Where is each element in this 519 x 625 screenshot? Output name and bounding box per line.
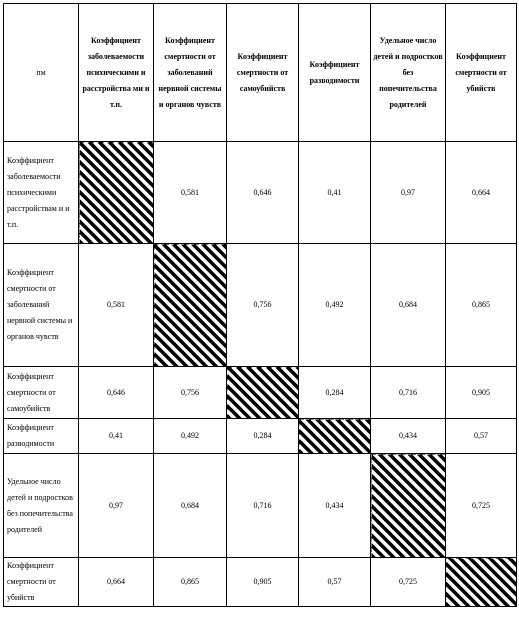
correlation-value-cell: 0,492 [298, 243, 371, 367]
column-header: Коэффициент смертности от самоубийств [226, 3, 299, 142]
table-row: Коэффициент смертности от самоубийств 0,6… [3, 366, 517, 419]
row-header: Коэффициент смертности от самоубийств [3, 366, 79, 419]
correlation-value-cell: 0,284 [298, 366, 371, 419]
correlation-value-cell: 0,57 [445, 418, 517, 454]
correlation-value-cell: 0,725 [445, 453, 517, 558]
correlation-value-cell: 0,756 [153, 366, 227, 419]
correlation-value-cell: 0,284 [226, 418, 299, 454]
diagonal-hatched-cell [298, 418, 371, 454]
column-header: Коэффициент разводимости [298, 3, 371, 142]
column-header: Коэффициент заболеваемости психическими … [78, 3, 154, 142]
diagonal-hatched-cell [226, 366, 299, 419]
correlation-value-cell: 0,684 [153, 453, 227, 558]
correlation-value-cell: 0,41 [298, 141, 371, 244]
correlation-value-cell: 0,756 [226, 243, 299, 367]
column-header: Коэффициент смертности от заболеваний не… [153, 3, 227, 142]
row-header: Коэффициент разводимости [3, 418, 79, 454]
correlation-value-cell: 0,581 [153, 141, 227, 244]
diagonal-hatched-cell [78, 141, 154, 244]
table-row: Коэффициент заболеваемости психическими … [3, 141, 517, 244]
correlation-value-cell: 0,646 [226, 141, 299, 244]
column-header: Удельное число детей и подростков без по… [370, 3, 446, 142]
correlation-value-cell: 0,434 [298, 453, 371, 558]
correlation-value-cell: 0,684 [370, 243, 446, 367]
correlation-value-cell: 0,905 [445, 366, 517, 419]
row-header: Удельное число детей и подростков без по… [3, 453, 79, 558]
correlation-matrix-table: пм Коэффициент заболеваемости психически… [3, 3, 517, 607]
header-row: пм Коэффициент заболеваемости психически… [3, 3, 517, 142]
correlation-value-cell: 0,664 [445, 141, 517, 244]
diagonal-hatched-cell [370, 453, 446, 558]
row-header: Коэффициент смертности от заболеваний не… [3, 243, 79, 367]
correlation-value-cell: 0,716 [370, 366, 446, 419]
correlation-value-cell: 0,716 [226, 453, 299, 558]
correlation-value-cell: 0,865 [445, 243, 517, 367]
table-row: Коэффициент смертности от заболеваний не… [3, 243, 517, 367]
diagonal-hatched-cell [445, 557, 517, 607]
correlation-value-cell: 0,865 [153, 557, 227, 607]
column-header: Коэффициент смертности от убийств [445, 3, 517, 142]
correlation-value-cell: 0,664 [78, 557, 154, 607]
row-header: Коэффициент смертности от убийств [3, 557, 79, 607]
correlation-value-cell: 0,57 [298, 557, 371, 607]
correlation-value-cell: 0,41 [78, 418, 154, 454]
row-header: Коэффициент заболеваемости психическими … [3, 141, 79, 244]
matrix-body: Коэффициент заболеваемости психическими … [3, 141, 517, 607]
correlation-value-cell: 0,97 [78, 453, 154, 558]
table-row: Коэффициент смертности от убийств 0,664 0,… [3, 557, 517, 607]
correlation-value-cell: 0,97 [370, 141, 446, 244]
table-row: Удельное число детей и подростков без по… [3, 453, 517, 558]
correlation-value-cell: 0,725 [370, 557, 446, 607]
corner-cell: пм [3, 3, 79, 142]
diagonal-hatched-cell [153, 243, 227, 367]
correlation-value-cell: 0,492 [153, 418, 227, 454]
table-row: Коэффициент разводимости 0,41 0,492 0,284 0,… [3, 418, 517, 454]
correlation-value-cell: 0,434 [370, 418, 446, 454]
correlation-value-cell: 0,646 [78, 366, 154, 419]
correlation-value-cell: 0,905 [226, 557, 299, 607]
correlation-value-cell: 0,581 [78, 243, 154, 367]
